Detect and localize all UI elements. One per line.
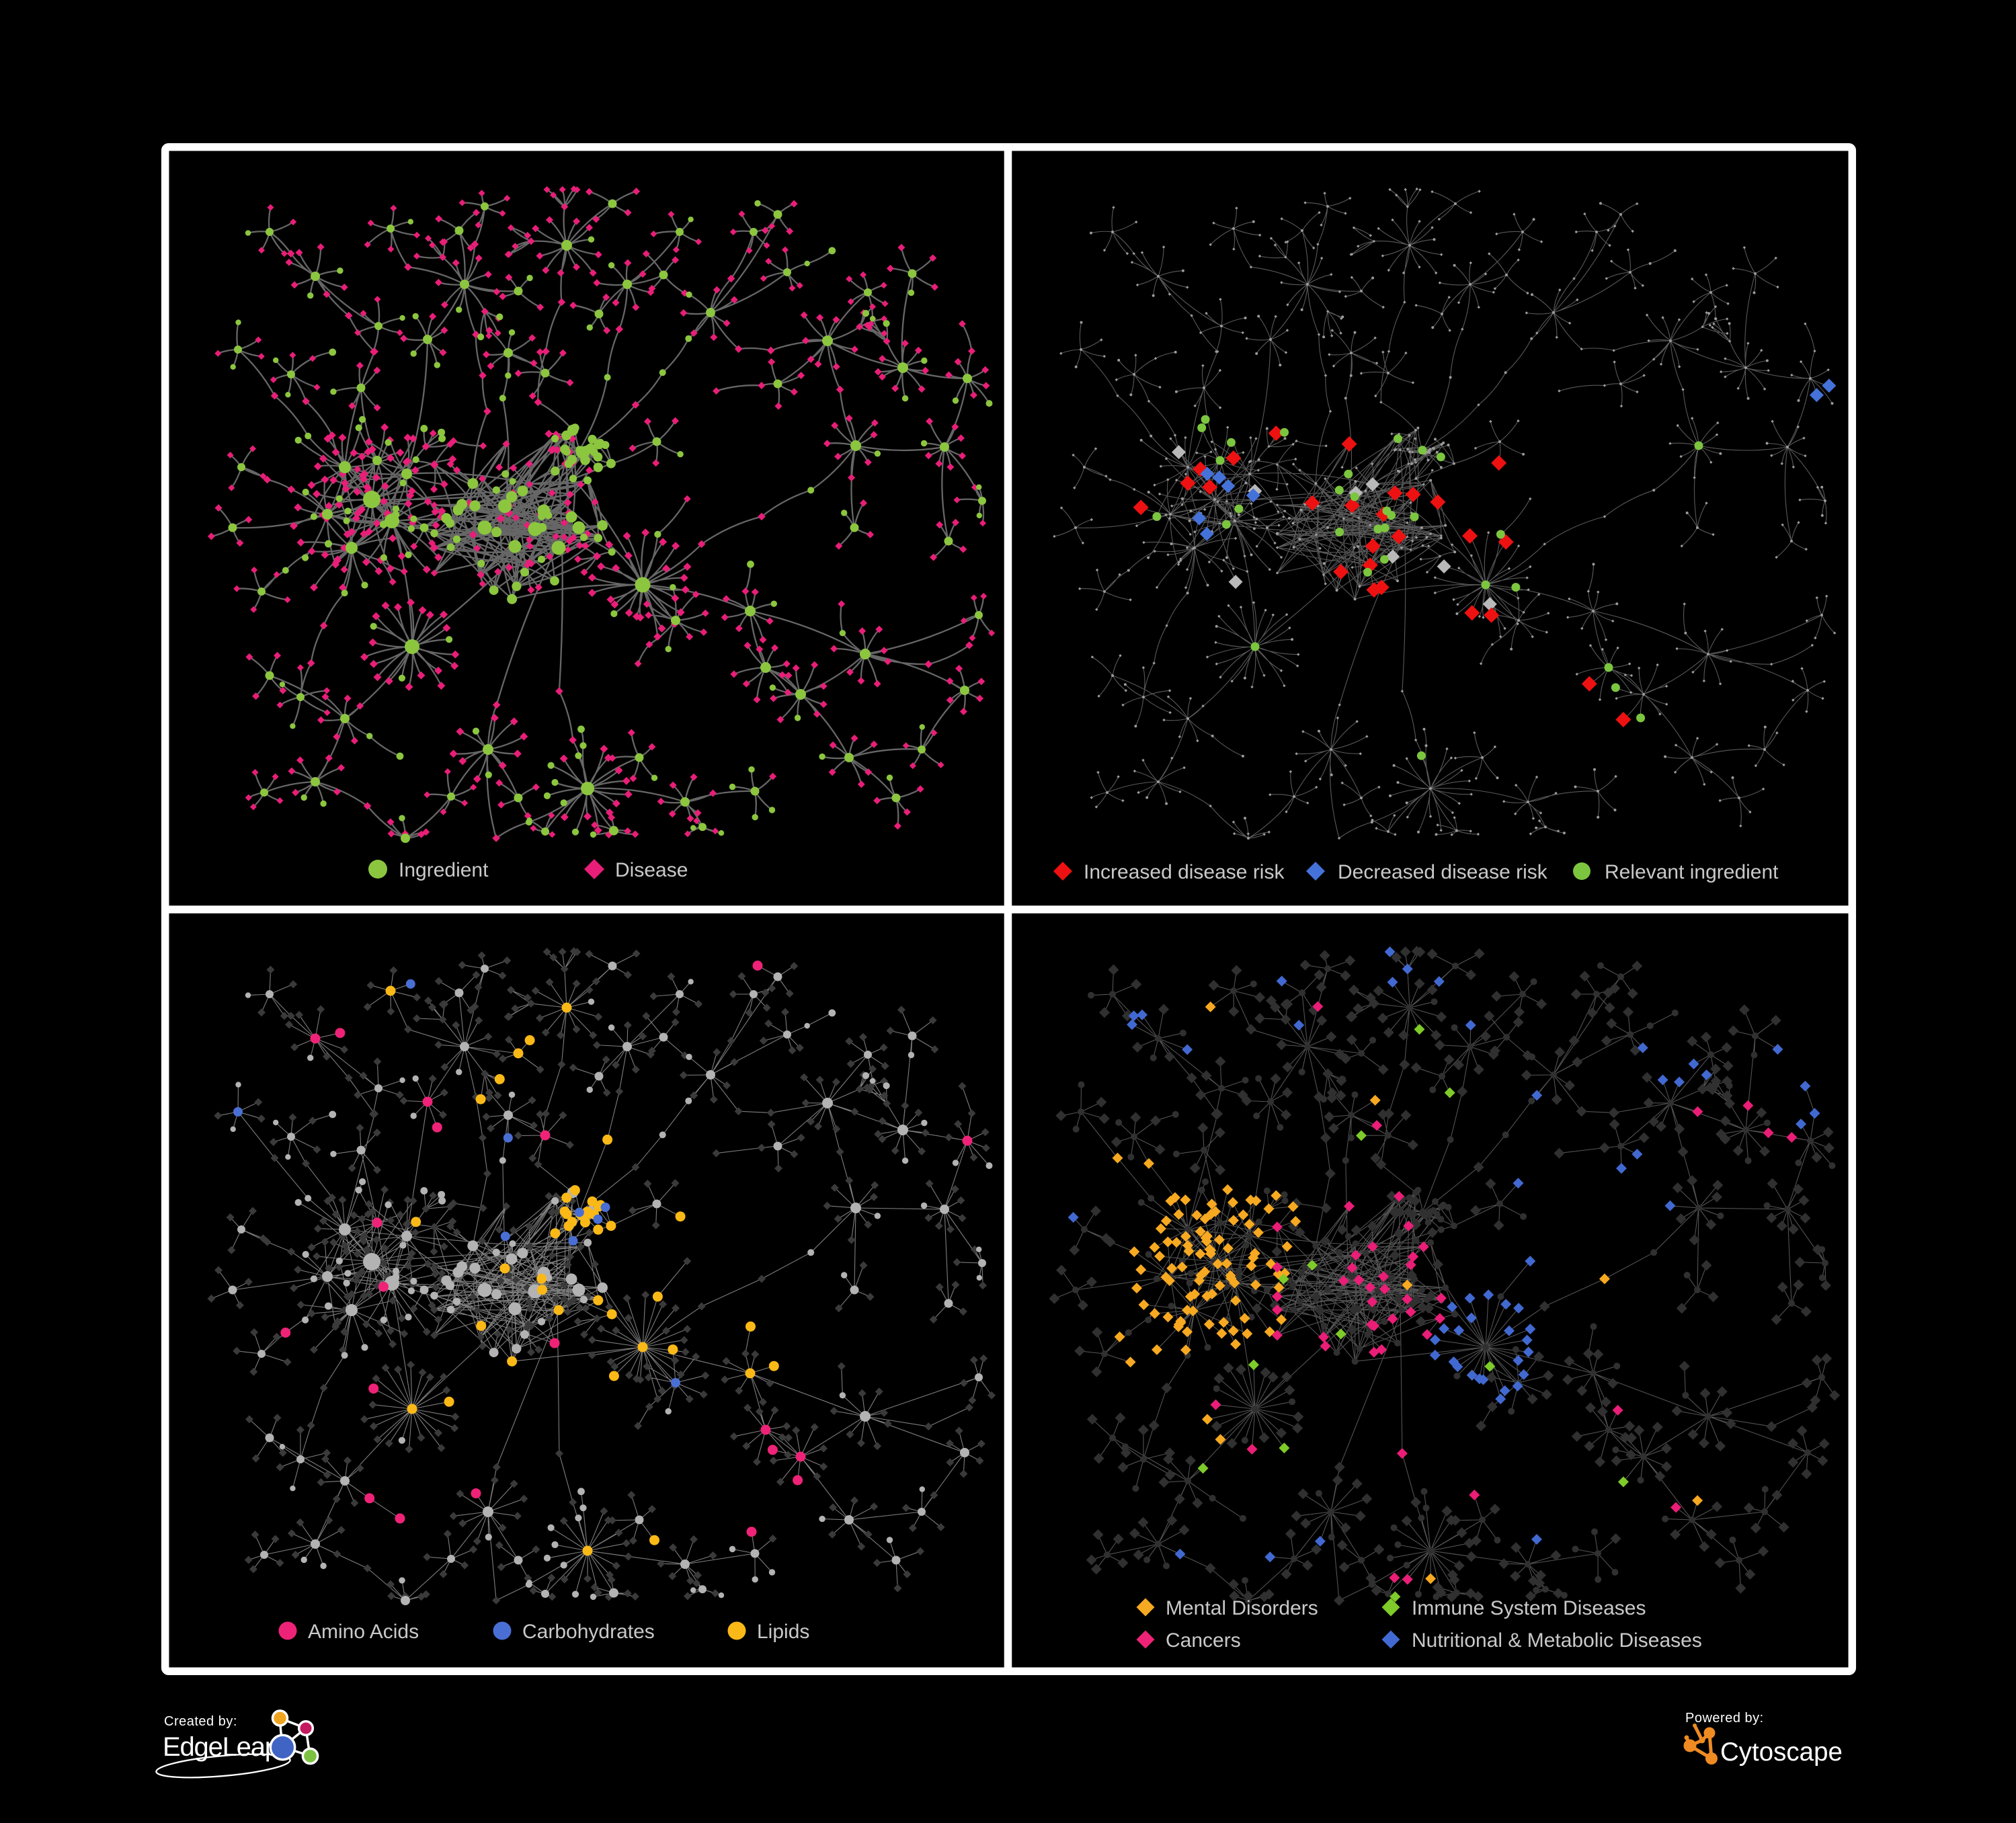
svg-text:Nutritional & Metabolic Diseas: Nutritional & Metabolic Diseases — [1412, 1629, 1702, 1652]
svg-text:Decreased disease risk: Decreased disease risk — [1338, 861, 1548, 883]
svg-text:Immune System Diseases: Immune System Diseases — [1412, 1597, 1646, 1619]
svg-text:Mental Disorders: Mental Disorders — [1166, 1597, 1318, 1619]
svg-text:Powered by:: Powered by: — [1685, 1711, 1764, 1726]
svg-text:Cytoscape: Cytoscape — [1720, 1738, 1843, 1767]
svg-text:Amino Acids: Amino Acids — [308, 1621, 419, 1643]
svg-text:Increased disease risk: Increased disease risk — [1084, 861, 1285, 883]
svg-text:Carbohydrates: Carbohydrates — [522, 1621, 655, 1643]
svg-text:Created by:: Created by: — [164, 1714, 237, 1729]
svg-text:Cancers: Cancers — [1166, 1629, 1241, 1652]
svg-text:EdgeLeap: EdgeLeap — [163, 1732, 279, 1762]
svg-text:Ingredient: Ingredient — [399, 859, 489, 881]
svg-text:Relevant ingredient: Relevant ingredient — [1605, 861, 1779, 883]
svg-text:Disease: Disease — [615, 859, 688, 881]
svg-text:Lipids: Lipids — [757, 1621, 809, 1643]
